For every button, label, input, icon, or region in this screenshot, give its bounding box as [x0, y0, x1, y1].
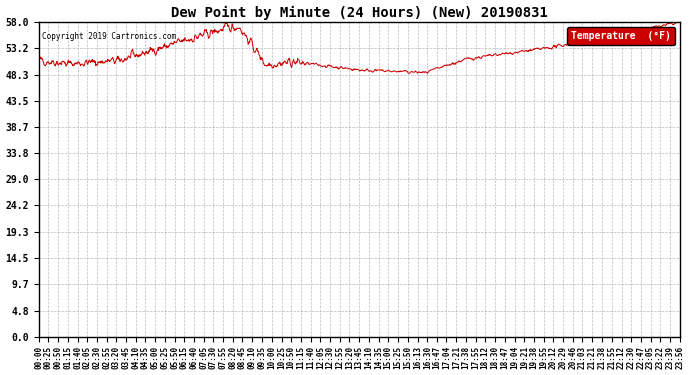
Title: Dew Point by Minute (24 Hours) (New) 20190831: Dew Point by Minute (24 Hours) (New) 201…	[171, 6, 548, 20]
Text: Copyright 2019 Cartronics.com: Copyright 2019 Cartronics.com	[42, 32, 176, 41]
Legend: Temperature  (°F): Temperature (°F)	[567, 27, 675, 45]
